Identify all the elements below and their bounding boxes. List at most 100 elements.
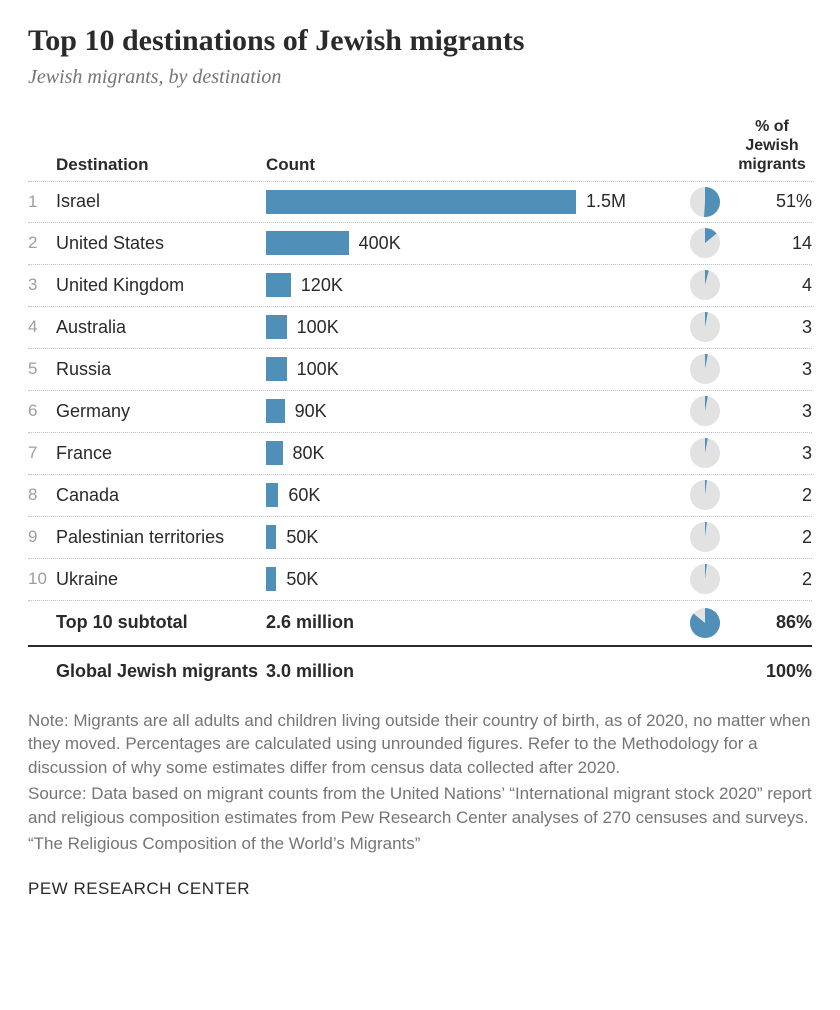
bar-label: 50K xyxy=(286,569,318,590)
destination-name: United Kingdom xyxy=(56,275,266,296)
source-text: Source: Data based on migrant counts fro… xyxy=(28,782,812,830)
rank: 3 xyxy=(28,275,56,295)
report-text: “The Religious Composition of the World’… xyxy=(28,832,812,856)
subtotal-count: 2.6 million xyxy=(266,612,678,633)
destination-name: Russia xyxy=(56,359,266,380)
pie-icon xyxy=(678,270,732,300)
bar-label: 60K xyxy=(288,485,320,506)
bar-wrap: 50K xyxy=(266,525,678,549)
pie-icon xyxy=(678,480,732,510)
chart-title: Top 10 destinations of Jewish migrants xyxy=(28,24,812,58)
bar-wrap: 50K xyxy=(266,567,678,591)
bar-label: 120K xyxy=(301,275,343,296)
bar-wrap: 60K xyxy=(266,483,678,507)
notes-block: Note: Migrants are all adults and childr… xyxy=(28,709,812,856)
bar-wrap: 400K xyxy=(266,231,678,255)
bar xyxy=(266,567,276,591)
rank: 6 xyxy=(28,401,56,421)
bar-label: 90K xyxy=(295,401,327,422)
header-row: Destination Count % of Jewish migrants xyxy=(28,117,812,181)
pie-icon xyxy=(678,187,732,217)
global-pct: 100% xyxy=(732,661,812,682)
destination-name: Australia xyxy=(56,317,266,338)
header-destination: Destination xyxy=(56,155,266,175)
rank: 9 xyxy=(28,527,56,547)
pie-icon xyxy=(678,354,732,384)
table-row: 9 Palestinian territories 50K 2 xyxy=(28,517,812,559)
rank: 4 xyxy=(28,317,56,337)
table-row: 7 France 80K 3 xyxy=(28,433,812,475)
bar-label: 100K xyxy=(297,359,339,380)
global-row: Global Jewish migrants 3.0 million 100% xyxy=(28,647,812,697)
pct-label: 2 xyxy=(732,527,812,548)
rank: 2 xyxy=(28,233,56,253)
chart-subtitle: Jewish migrants, by destination xyxy=(28,66,812,89)
destination-name: Palestinian territories xyxy=(56,527,266,548)
pct-label: 51% xyxy=(732,191,812,212)
destination-name: France xyxy=(56,443,266,464)
bar-wrap: 90K xyxy=(266,399,678,423)
bar-wrap: 100K xyxy=(266,357,678,381)
pie-icon xyxy=(678,228,732,258)
bar-label: 50K xyxy=(286,527,318,548)
table-row: 1 Israel 1.5M 51% xyxy=(28,181,812,223)
bar-wrap: 120K xyxy=(266,273,678,297)
data-table: Destination Count % of Jewish migrants 1… xyxy=(28,117,812,697)
bar-label: 1.5M xyxy=(586,191,626,212)
bar xyxy=(266,399,285,423)
rank: 8 xyxy=(28,485,56,505)
table-row: 5 Russia 100K 3 xyxy=(28,349,812,391)
bar xyxy=(266,357,287,381)
rank: 10 xyxy=(28,569,56,589)
bar xyxy=(266,483,278,507)
pct-label: 4 xyxy=(732,275,812,296)
bar-label: 100K xyxy=(297,317,339,338)
pct-label: 2 xyxy=(732,485,812,506)
pie-icon xyxy=(678,396,732,426)
header-pct: % of Jewish migrants xyxy=(732,117,812,175)
global-label: Global Jewish migrants xyxy=(56,661,266,682)
bar xyxy=(266,273,291,297)
pie-icon xyxy=(678,312,732,342)
table-row: 4 Australia 100K 3 xyxy=(28,307,812,349)
note-text: Note: Migrants are all adults and childr… xyxy=(28,709,812,780)
subtotal-pct: 86% xyxy=(732,612,812,633)
pie-icon xyxy=(678,522,732,552)
pie-icon xyxy=(678,564,732,594)
pct-label: 3 xyxy=(732,317,812,338)
global-count: 3.0 million xyxy=(266,661,678,682)
pct-label: 3 xyxy=(732,443,812,464)
pct-label: 2 xyxy=(732,569,812,590)
destination-name: Israel xyxy=(56,191,266,212)
destination-name: Ukraine xyxy=(56,569,266,590)
destination-name: Germany xyxy=(56,401,266,422)
bar xyxy=(266,231,349,255)
bar xyxy=(266,190,576,214)
rank: 5 xyxy=(28,359,56,379)
pct-label: 3 xyxy=(732,359,812,380)
table-row: 6 Germany 90K 3 xyxy=(28,391,812,433)
table-row: 2 United States 400K 14 xyxy=(28,223,812,265)
subtotal-label: Top 10 subtotal xyxy=(56,612,266,633)
table-row: 8 Canada 60K 2 xyxy=(28,475,812,517)
pct-label: 3 xyxy=(732,401,812,422)
bar xyxy=(266,525,276,549)
rank: 7 xyxy=(28,443,56,463)
header-count: Count xyxy=(266,155,678,175)
destination-name: United States xyxy=(56,233,266,254)
bar-label: 80K xyxy=(293,443,325,464)
bar-wrap: 80K xyxy=(266,441,678,465)
bar xyxy=(266,441,283,465)
footer-brand: PEW RESEARCH CENTER xyxy=(28,879,812,899)
bar-wrap: 1.5M xyxy=(266,190,678,214)
pie-icon xyxy=(678,438,732,468)
subtotal-pie xyxy=(678,608,732,638)
bar xyxy=(266,315,287,339)
table-row: 3 United Kingdom 120K 4 xyxy=(28,265,812,307)
bar-wrap: 100K xyxy=(266,315,678,339)
destination-name: Canada xyxy=(56,485,266,506)
rank: 1 xyxy=(28,192,56,212)
subtotal-row: Top 10 subtotal 2.6 million 86% xyxy=(28,601,812,647)
pct-label: 14 xyxy=(732,233,812,254)
table-row: 10 Ukraine 50K 2 xyxy=(28,559,812,601)
